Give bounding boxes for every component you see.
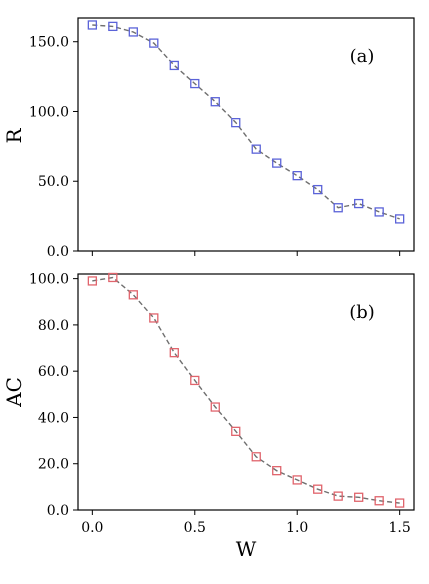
y-tick-label-b: 20.0 [38,457,69,473]
x-axis-label: W [236,537,257,561]
y-axis-label-b: AC [2,377,26,408]
data-point-b [272,466,282,476]
y-tick-label-b: 0.0 [47,503,69,519]
y-axis-label-a: R [2,128,26,144]
data-point-a [87,20,97,30]
panel-b: AC (b) W 0.0 0.5 1.0 1.5 0.0 20.0 40.0 60.0 80.0… [2,272,415,561]
data-point-b [169,348,179,358]
data-point-a [149,38,159,48]
y-tick-label-b: 60.0 [38,364,69,380]
data-point-b [333,491,343,501]
plot-frame-a [77,17,415,252]
y-tick-label-a: 50.0 [38,174,69,190]
data-point-b [251,452,261,462]
x-tick-label-b: 1.0 [286,520,308,536]
y-tick-label-a: 0.0 [47,244,69,260]
data-point-b [108,272,118,283]
x-tick-label-b: 0.0 [81,520,103,536]
panel-label-b: (b) [349,302,375,323]
data-point-b [395,498,405,508]
series-line-a [92,24,400,220]
x-tick-label-b: 0.5 [184,520,206,536]
x-tick-label-b: 1.5 [389,520,411,536]
data-point-a [272,158,282,168]
data-point-b [210,402,220,412]
data-point-b [190,375,200,386]
data-point-a [108,21,118,32]
data-point-b [292,475,302,485]
panel-label-a: (a) [350,46,375,67]
data-point-b [87,276,97,286]
y-tick-label-a: 150.0 [29,35,69,51]
data-point-b [149,313,159,323]
data-point-a [395,214,405,224]
y-tick-label-b: 40.0 [38,410,69,426]
series-line-b [92,276,400,504]
data-point-a [292,171,302,181]
data-point-b [354,492,364,502]
data-point-a [231,117,241,128]
data-point-b [374,496,384,506]
data-point-a [251,144,261,154]
data-point-b [231,426,241,436]
plot-frame-b [77,273,415,511]
data-point-a [210,97,220,107]
data-point-a [169,60,179,71]
panel-a: R (a) 0.0 50.0 100.0 150.0 [2,17,415,260]
y-tick-label-a: 100.0 [29,104,69,120]
data-point-a [333,203,343,213]
data-point-b [313,484,323,494]
y-tick-label-b: 100.0 [29,272,69,288]
data-point-a [128,27,138,37]
data-point-a [313,184,323,195]
data-point-a [190,78,200,89]
data-point-a [374,207,384,217]
data-point-b [128,290,138,300]
y-tick-label-b: 80.0 [38,318,69,334]
data-point-a [354,198,364,209]
